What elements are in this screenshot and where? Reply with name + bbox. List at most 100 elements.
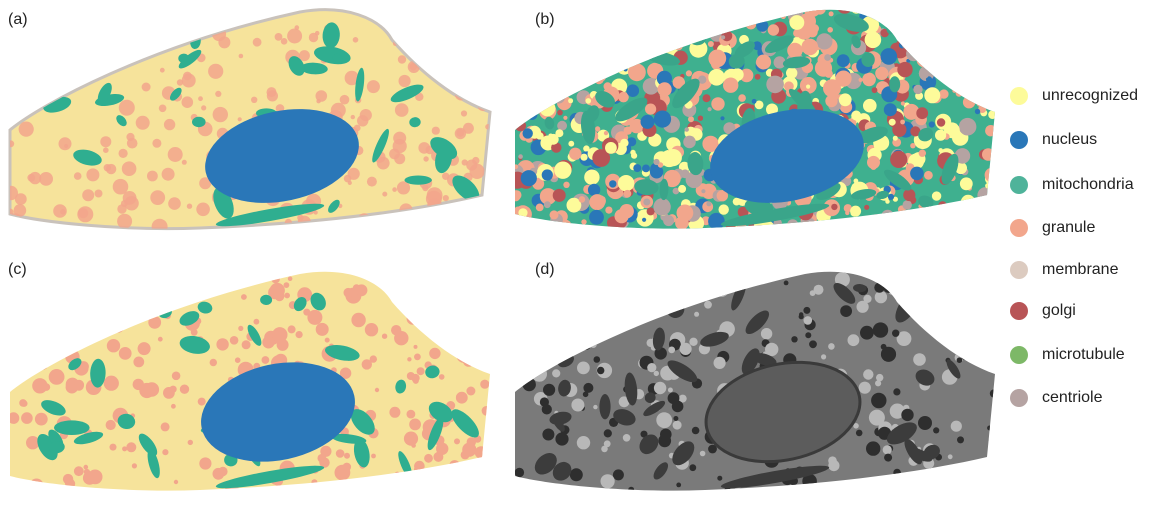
organelle	[424, 23, 438, 37]
organelle	[624, 67, 628, 71]
organelle	[182, 160, 187, 165]
organelle	[953, 35, 968, 50]
organelle	[159, 4, 163, 8]
organelle	[608, 46, 617, 55]
organelle	[714, 22, 719, 27]
organelle	[727, 0, 744, 15]
organelle	[594, 74, 604, 84]
organelle	[577, 362, 590, 375]
organelle	[74, 172, 82, 180]
organelle	[466, 344, 476, 354]
organelle	[562, 85, 570, 93]
organelle	[938, 274, 950, 286]
organelle	[119, 347, 132, 360]
organelle	[973, 9, 981, 17]
organelle	[288, 325, 296, 333]
organelle	[978, 92, 989, 103]
organelle	[965, 199, 983, 217]
organelle	[552, 286, 560, 294]
legend-swatch	[1010, 87, 1028, 105]
organelle	[711, 4, 720, 13]
organelle	[608, 53, 623, 68]
organelle	[981, 192, 987, 198]
organelle	[906, 218, 915, 227]
organelle	[901, 101, 905, 105]
organelle	[463, 355, 475, 367]
organelle	[873, 322, 888, 337]
organelle	[367, 177, 377, 187]
organelle	[162, 168, 175, 181]
organelle	[568, 141, 574, 147]
organelle	[433, 37, 441, 45]
organelle	[201, 105, 206, 110]
organelle	[275, 33, 283, 41]
organelle	[719, 204, 729, 214]
organelle	[552, 369, 560, 377]
organelle	[204, 19, 212, 27]
organelle	[824, 54, 831, 61]
legend-label: mitochondria	[1042, 176, 1134, 193]
organelle	[590, 304, 605, 319]
organelle	[563, 182, 569, 188]
organelle	[816, 3, 820, 7]
organelle	[340, 95, 350, 105]
organelle	[976, 70, 989, 83]
organelle	[901, 409, 913, 421]
organelle	[848, 334, 860, 346]
mitochondrion	[46, 30, 60, 41]
organelle	[382, 334, 387, 339]
organelle	[706, 201, 711, 206]
organelle	[561, 70, 576, 85]
organelle	[583, 383, 593, 393]
organelle	[389, 407, 400, 418]
organelle	[653, 159, 659, 165]
organelle	[183, 72, 192, 81]
organelle	[717, 476, 722, 481]
organelle	[559, 59, 575, 75]
organelle	[840, 305, 852, 317]
organelle	[666, 18, 672, 24]
organelle	[604, 82, 612, 90]
organelle	[615, 266, 631, 282]
organelle	[986, 82, 990, 86]
organelle	[316, 323, 329, 336]
organelle	[919, 150, 926, 157]
organelle	[768, 24, 779, 35]
organelle	[643, 199, 650, 206]
organelle	[17, 67, 28, 78]
organelle	[539, 100, 555, 116]
organelle	[521, 23, 532, 34]
organelle	[545, 29, 556, 40]
organelle	[148, 316, 161, 329]
organelle	[122, 161, 137, 176]
organelle	[442, 338, 450, 346]
organelle	[787, 219, 798, 230]
organelle	[106, 14, 118, 26]
organelle	[65, 73, 78, 86]
organelle	[678, 185, 686, 193]
organelle	[781, 14, 786, 19]
organelle	[83, 471, 97, 485]
organelle	[147, 171, 158, 182]
organelle	[409, 419, 421, 431]
legend-label: granule	[1042, 219, 1095, 236]
organelle	[325, 338, 330, 343]
organelle	[932, 191, 941, 200]
organelle	[951, 11, 960, 20]
organelle	[164, 119, 175, 130]
organelle	[12, 225, 18, 231]
organelle	[683, 27, 693, 37]
organelle	[514, 278, 522, 286]
organelle	[21, 400, 28, 407]
organelle	[24, 221, 34, 231]
organelle	[44, 94, 50, 100]
organelle	[883, 283, 893, 293]
organelle	[456, 393, 464, 401]
organelle	[44, 226, 51, 233]
organelle	[786, 223, 791, 228]
organelle	[543, 384, 555, 396]
organelle	[394, 153, 405, 164]
organelle	[525, 100, 536, 111]
organelle	[136, 116, 150, 130]
organelle	[987, 426, 992, 431]
